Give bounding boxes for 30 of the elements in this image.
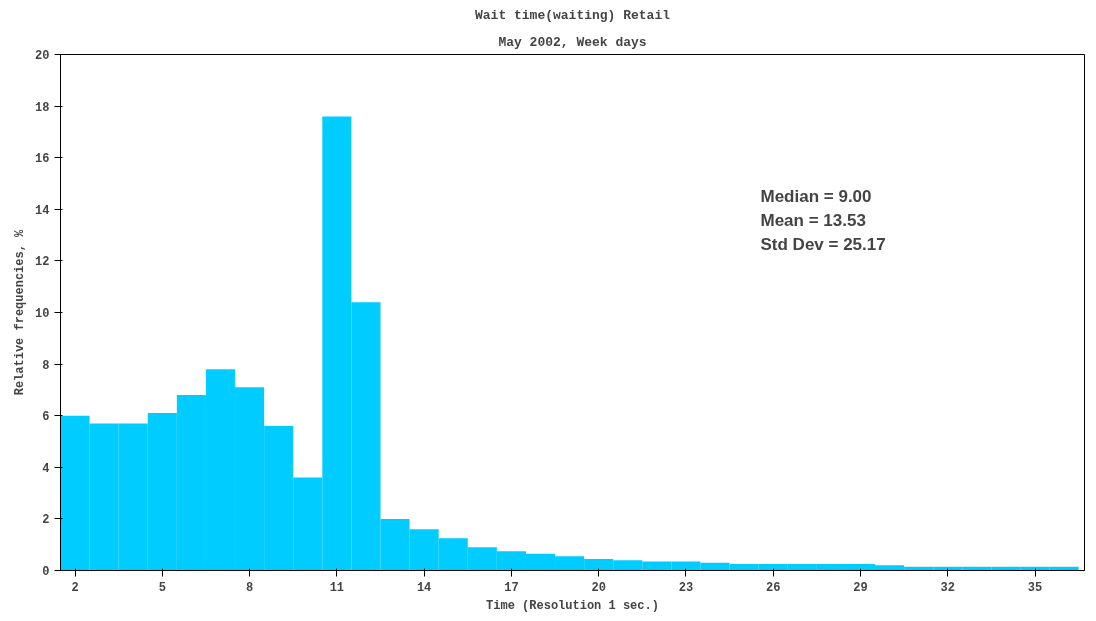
chart-subtitle: May 2002, Week days: [498, 34, 647, 50]
y-tick-label: 6: [42, 410, 50, 425]
x-tick-label: 20: [591, 580, 606, 595]
x-tick-label: 14: [416, 580, 432, 595]
y-tick-label: 18: [35, 100, 50, 115]
x-tick-label: 8: [245, 580, 254, 595]
x-tick-label: 5: [158, 580, 166, 595]
x-tick-label: 17: [504, 580, 519, 595]
chart-title: Wait time(waiting) Retail: [474, 7, 671, 23]
x-tick-label: 35: [1027, 580, 1043, 595]
x-tick-label: 29: [853, 580, 868, 595]
y-tick-label: 2: [42, 513, 50, 528]
y-tick-label: 4: [42, 461, 50, 476]
y-tick-label: 16: [35, 152, 50, 167]
y-axis-title: Relative frequencies, %: [13, 228, 28, 396]
x-axis-title: Time (Resolution 1 sec.): [486, 598, 659, 613]
x-tick-label: 26: [766, 580, 781, 595]
y-tick-label: 14: [35, 203, 50, 218]
annotation: Mean = 13.53: [760, 210, 866, 230]
x-tick-label: 32: [940, 580, 955, 595]
x-tick-label: 23: [678, 580, 694, 595]
y-tick-label: 0: [42, 565, 50, 579]
annotation: Std Dev = 25.17: [760, 234, 886, 254]
annotation: Median = 9.00: [760, 186, 872, 206]
y-tick-label: 12: [35, 255, 50, 270]
y-tick-label: 10: [35, 307, 50, 321]
x-tick-label: 11: [329, 580, 345, 595]
x-tick-label: 2: [71, 580, 79, 595]
y-tick-label: 20: [35, 49, 50, 63]
y-tick-label: 8: [42, 358, 50, 373]
